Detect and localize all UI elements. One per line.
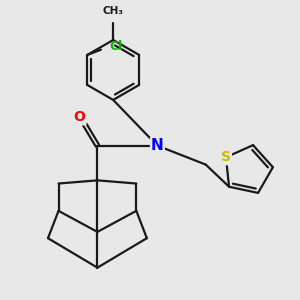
Text: N: N <box>151 138 164 153</box>
Text: Cl: Cl <box>109 40 123 53</box>
Text: CH₃: CH₃ <box>103 6 124 16</box>
Text: S: S <box>221 150 231 164</box>
Text: O: O <box>74 110 86 124</box>
